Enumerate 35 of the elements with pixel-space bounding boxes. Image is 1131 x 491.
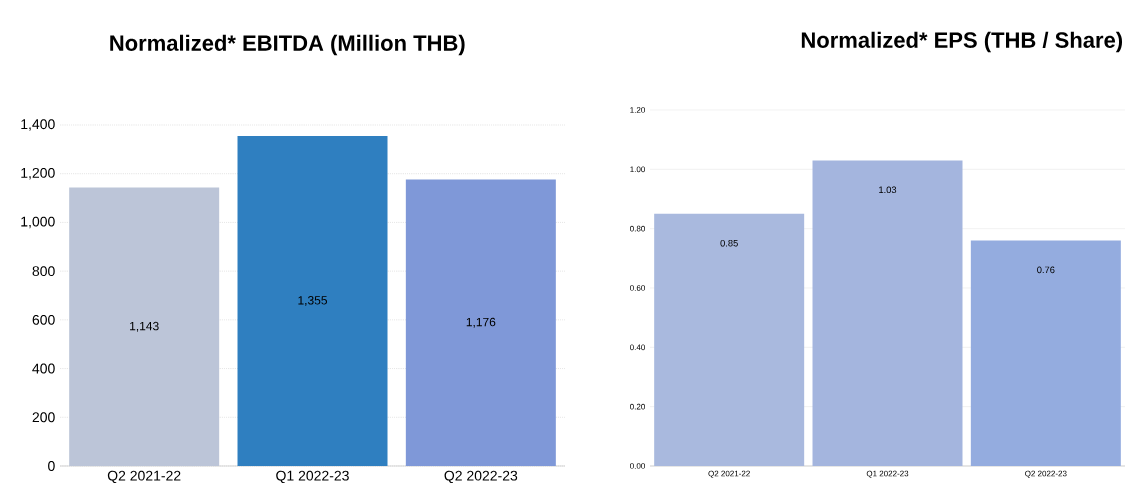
- data-label: 0.85: [720, 239, 738, 247]
- data-label: 1,176: [466, 317, 496, 328]
- y-tick-label: 0.60: [630, 285, 645, 291]
- y-tick-label: 600: [32, 314, 55, 325]
- y-tick-label: 200: [32, 412, 55, 423]
- data-label: 0.76: [1037, 266, 1055, 274]
- data-label: 1.03: [879, 186, 897, 194]
- y-tick-label: 0.20: [630, 403, 645, 410]
- bar: [654, 213, 805, 466]
- y-tick-label: 0: [48, 461, 55, 471]
- y-tick-label: 400: [32, 363, 55, 374]
- x-tick-label: Q2 2022-23: [1025, 470, 1067, 478]
- x-tick-label: Q2 2021-22: [708, 470, 750, 478]
- y-tick-label: 1,000: [21, 216, 55, 229]
- x-tick-label: Q2 2022-23: [444, 470, 518, 484]
- data-label: 1,355: [298, 296, 328, 306]
- x-tick-label: Q1 2022-23: [276, 470, 349, 484]
- chart-title: Normalized* EPS (THB / Share): [801, 31, 1123, 53]
- bar: [237, 135, 388, 466]
- y-tick-label: 0.80: [630, 225, 645, 232]
- y-tick-label: 0.40: [630, 344, 645, 351]
- y-tick-label: 800: [32, 266, 55, 277]
- x-tick-label: Q1 2022-23: [866, 470, 909, 478]
- bar: [69, 187, 220, 466]
- bar: [812, 160, 963, 466]
- y-tick-label: 0.00: [630, 463, 645, 469]
- bar: [970, 240, 1121, 466]
- bar: [405, 179, 556, 466]
- data-label: 1,143: [130, 321, 159, 332]
- y-tick-label: 1.00: [630, 166, 645, 173]
- chart-title: Normalized* EBITDA (Million THB): [110, 34, 465, 56]
- y-tick-label: 1.20: [630, 107, 645, 113]
- x-tick-label: Q2 2021-22: [107, 470, 181, 484]
- y-tick-label: 1,400: [21, 119, 55, 131]
- y-tick-label: 1,200: [21, 167, 55, 180]
